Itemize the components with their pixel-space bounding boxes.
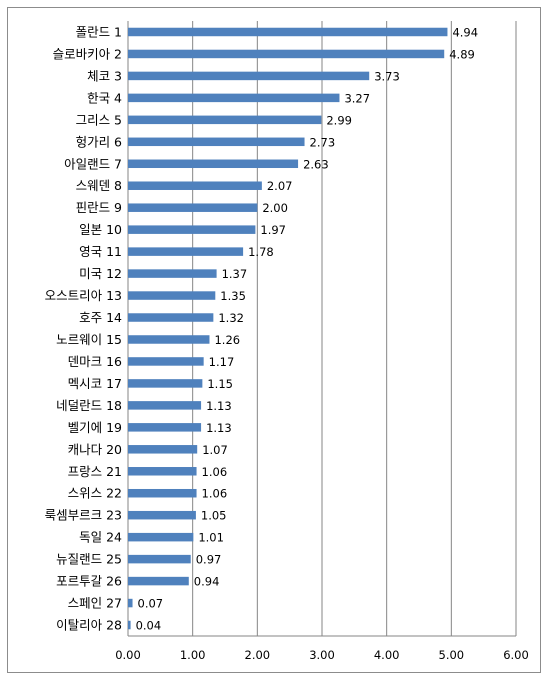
- data-label: 1.06: [202, 487, 228, 501]
- bar: [128, 137, 305, 147]
- x-tick-label: 4.00: [374, 648, 400, 662]
- data-label: 1.13: [206, 421, 232, 435]
- category-label: 캐나다 20: [68, 442, 122, 457]
- x-tick-label: 5.00: [439, 648, 465, 662]
- category-label: 뉴질랜드 25: [56, 552, 122, 567]
- x-tick-label: 1.00: [180, 648, 206, 662]
- data-label: 0.07: [138, 597, 164, 611]
- bar: [128, 467, 197, 476]
- data-label: 1.78: [248, 245, 274, 259]
- bar: [128, 598, 133, 608]
- category-label: 그리스 5: [76, 112, 122, 127]
- category-label: 폴란드 1: [76, 24, 122, 39]
- data-label: 2.00: [262, 201, 288, 215]
- data-label: 2.73: [310, 135, 336, 149]
- bar: [128, 27, 448, 37]
- x-tick-label: 6.00: [503, 648, 529, 662]
- category-label: 멕시코 17: [68, 376, 122, 391]
- data-label: 1.13: [206, 399, 232, 413]
- bar: [128, 269, 217, 278]
- bar: [128, 225, 256, 234]
- category-label: 네덜란드 18: [56, 398, 122, 413]
- data-label: 0.94: [194, 575, 220, 589]
- category-label: 체코 3: [87, 68, 122, 83]
- category-label: 한국 4: [87, 90, 122, 105]
- bar: [128, 335, 210, 344]
- data-label: 1.26: [214, 333, 240, 347]
- category-label: 프랑스 21: [68, 464, 122, 479]
- bar: [128, 247, 244, 256]
- category-label: 미국 12: [79, 266, 122, 281]
- bar: [128, 181, 262, 190]
- data-label: 1.05: [201, 509, 227, 523]
- category-label: 스위스 22: [68, 486, 122, 501]
- category-label: 핀란드 9: [76, 200, 122, 215]
- bar: [128, 532, 194, 542]
- data-label: 3.73: [374, 69, 400, 83]
- bar: [128, 576, 189, 586]
- category-label: 헝가리 6: [76, 134, 122, 149]
- data-label: 1.01: [198, 531, 224, 545]
- bar: [128, 203, 258, 212]
- bar: [128, 554, 191, 564]
- category-label: 독일 24: [79, 530, 122, 545]
- data-label: 1.15: [207, 377, 233, 391]
- category-label: 슬로바키아 2: [53, 46, 122, 61]
- bar: [128, 93, 340, 103]
- data-label: 2.99: [326, 113, 352, 127]
- data-label: 1.17: [209, 355, 235, 369]
- category-label: 오스트리아 13: [45, 288, 122, 303]
- bar: [128, 620, 131, 630]
- category-label: 덴마크 16: [68, 354, 122, 369]
- bar: [128, 115, 322, 125]
- category-label: 포르투갈 26: [56, 574, 122, 589]
- bar: [128, 401, 202, 410]
- category-label: 영국 11: [79, 244, 122, 259]
- category-label: 노르웨이 15: [56, 332, 122, 347]
- category-label: 이탈리아 28: [56, 618, 122, 633]
- x-tick-label: 2.00: [245, 648, 271, 662]
- bar: [128, 49, 445, 59]
- data-label: 1.35: [220, 289, 246, 303]
- data-label: 1.32: [218, 311, 244, 325]
- x-tick-label: 3.00: [309, 648, 335, 662]
- bar: [128, 291, 216, 300]
- data-label: 0.97: [196, 553, 222, 567]
- data-label: 2.63: [303, 157, 329, 171]
- category-label: 일본 10: [79, 222, 122, 237]
- category-label: 룩셈부르크 23: [45, 508, 122, 523]
- data-label: 1.06: [202, 465, 228, 479]
- bar: [128, 71, 370, 81]
- data-label: 4.94: [452, 25, 478, 39]
- data-label: 1.37: [222, 267, 248, 281]
- bar: [128, 445, 198, 454]
- bar: [128, 313, 214, 322]
- category-label: 스페인 27: [68, 596, 122, 611]
- data-label: 4.89: [449, 47, 475, 61]
- data-label: 1.07: [202, 443, 228, 457]
- bar: [128, 423, 202, 432]
- category-label: 아일랜드 7: [64, 156, 122, 171]
- bar: [128, 510, 196, 520]
- data-label: 0.04: [136, 619, 162, 633]
- data-label: 3.27: [344, 91, 370, 105]
- bar: [128, 159, 299, 169]
- bar: [128, 379, 203, 388]
- category-label: 벨기에 19: [68, 420, 122, 435]
- x-tick-label: 0.00: [115, 648, 141, 662]
- bar: [128, 488, 197, 498]
- category-label: 스웨덴 8: [76, 178, 122, 193]
- bar: [128, 357, 204, 366]
- category-label: 호주 14: [79, 310, 122, 325]
- data-label: 1.97: [260, 223, 286, 237]
- data-label: 2.07: [267, 179, 293, 193]
